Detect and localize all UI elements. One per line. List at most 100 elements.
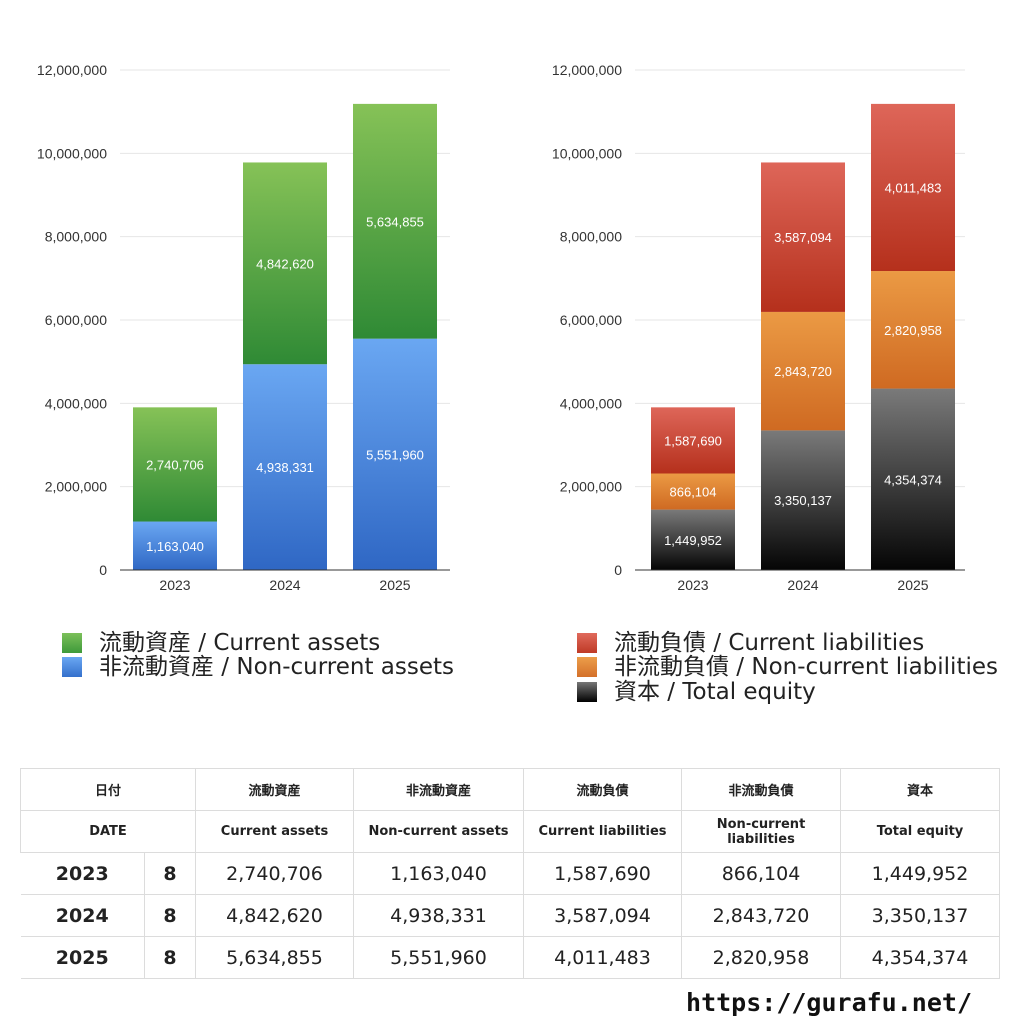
bar-segment — [353, 103, 437, 339]
bar-data-label: 4,938,331 — [256, 460, 314, 475]
header-total-equity-en: Total equity — [840, 810, 1001, 853]
assets-chart-svg: 0 2,000,000 4,000,000 6,000,000 8,000,000 10,… — [37, 62, 450, 593]
legend-item-non-current-liabilities: 非流動負債 / Non-current liabilities — [577, 655, 998, 679]
bar-segment — [871, 103, 955, 272]
bar-segment — [871, 271, 955, 389]
header-current-liabilities-en: Current liabilities — [523, 810, 683, 853]
table-cell: 866,104 — [681, 852, 842, 895]
legend-swatch-non-current-liabilities — [577, 657, 597, 677]
bar-data-label: 2,820,958 — [884, 323, 942, 338]
legend-label-total-equity: 資本 / Total equity — [614, 679, 816, 705]
y-tick-label: 12,000,000 — [552, 62, 622, 78]
legend-item-current-liabilities: 流動負債 / Current liabilities — [577, 631, 998, 655]
legend-swatch-total-equity — [577, 682, 597, 702]
table-cell-month: 8 — [143, 852, 197, 895]
assets-legend: 流動資産 / Current assets 非流動資産 / Non-curren… — [62, 631, 454, 679]
bar-segment — [353, 338, 437, 570]
table-cell: 4,842,620 — [195, 894, 355, 937]
assets-chart: 0 2,000,000 4,000,000 6,000,000 8,000,000 10,… — [0, 0, 512, 620]
bar-data-label: 3,350,137 — [774, 493, 832, 508]
table-cell: 4,354,374 — [840, 936, 1001, 979]
legend-item-non-current-assets: 非流動資産 / Non-current assets — [62, 655, 454, 679]
bar-data-label: 5,634,855 — [366, 214, 424, 229]
legend-label-non-current-assets: 非流動資産 / Non-current assets — [99, 654, 455, 680]
bar-data-label: 3,587,094 — [774, 230, 832, 245]
footer-url[interactable]: https://gurafu.net/ — [686, 988, 972, 1017]
legend-item-total-equity: 資本 / Total equity — [577, 680, 998, 704]
x-tick-label: 2023 — [677, 577, 708, 593]
bar-segment — [133, 521, 217, 570]
table-cell-year: 2025 — [20, 936, 145, 979]
x-tick-label: 2025 — [897, 577, 928, 593]
bar-segment — [761, 430, 845, 570]
y-tick-label: 6,000,000 — [560, 312, 622, 328]
table-header-jp: 日付 流動資産 非流動資産 流動負債 非流動負債 資本 — [19, 768, 1001, 811]
table-cell-year: 2024 — [20, 894, 145, 937]
table-cell: 5,551,960 — [353, 936, 525, 979]
bar-segment — [243, 162, 327, 365]
bar-data-label: 1,587,690 — [664, 433, 722, 448]
legend-swatch-non-current-assets — [62, 657, 82, 677]
table-cell: 1,449,952 — [840, 852, 1001, 895]
legend-swatch-current-assets — [62, 633, 82, 653]
table-cell: 5,634,855 — [195, 936, 355, 979]
table-row: 2025 8 5,634,855 5,551,960 4,011,483 2,8… — [20, 936, 1001, 979]
table-row: 2024 8 4,842,620 4,938,331 3,587,094 2,8… — [20, 894, 1001, 937]
bar-segment — [651, 509, 735, 570]
liabilities-equity-chart: 0 2,000,000 4,000,000 6,000,000 8,000,000 10,… — [512, 0, 1024, 620]
table-cell: 2,843,720 — [681, 894, 842, 937]
bar-segment — [243, 364, 327, 570]
y-tick-label: 10,000,000 — [552, 145, 622, 161]
table-cell: 3,350,137 — [840, 894, 1001, 937]
y-tick-label: 10,000,000 — [37, 145, 107, 161]
y-tick-label: 2,000,000 — [45, 479, 107, 495]
legend-label-non-current-liabilities: 非流動負債 / Non-current liabilities — [614, 654, 998, 680]
header-current-assets-en: Current assets — [195, 810, 355, 853]
header-non-current-assets-jp: 非流動資産 — [353, 768, 525, 811]
y-tick-label: 0 — [99, 562, 107, 578]
table-cell: 4,011,483 — [523, 936, 683, 979]
bar-data-label: 4,842,620 — [256, 256, 314, 271]
bar-data-label: 1,449,952 — [664, 533, 722, 548]
header-current-assets-jp: 流動資産 — [195, 768, 355, 811]
header-non-current-assets-en: Non-current assets — [353, 810, 525, 853]
y-tick-label: 2,000,000 — [560, 479, 622, 495]
table-cell: 4,938,331 — [353, 894, 525, 937]
bar-data-label: 5,551,960 — [366, 447, 424, 462]
table-cell: 2,820,958 — [681, 936, 842, 979]
table-cell: 1,587,690 — [523, 852, 683, 895]
bar-data-label: 1,163,040 — [146, 539, 204, 554]
table-cell-month: 8 — [143, 936, 197, 979]
table-row: 2023 8 2,740,706 1,163,040 1,587,690 866… — [20, 852, 1001, 895]
legend-label-current-assets: 流動資産 / Current assets — [99, 630, 381, 656]
table-header-en: DATE Current assets Non-current assets C… — [19, 810, 1001, 853]
table-cell: 3,587,094 — [523, 894, 683, 937]
bar-segment — [651, 407, 735, 474]
x-tick-label: 2023 — [159, 577, 190, 593]
header-total-equity-jp: 資本 — [840, 768, 1001, 811]
y-tick-label: 8,000,000 — [45, 229, 107, 245]
bar-data-label: 866,104 — [670, 485, 717, 500]
table-cell: 2,740,706 — [195, 852, 355, 895]
y-tick-label: 8,000,000 — [560, 229, 622, 245]
table-cell-year: 2023 — [20, 852, 145, 895]
y-tick-label: 12,000,000 — [37, 62, 107, 78]
x-tick-label: 2024 — [787, 577, 818, 593]
bar-data-label: 2,843,720 — [774, 364, 832, 379]
table-cell: 1,163,040 — [353, 852, 525, 895]
y-tick-label: 4,000,000 — [45, 395, 107, 411]
bar-data-label: 4,354,374 — [884, 472, 942, 487]
y-tick-label: 0 — [614, 562, 622, 578]
liabilities-equity-legend: 流動負債 / Current liabilities 非流動負債 / Non-c… — [577, 631, 998, 704]
bar-segment — [651, 473, 735, 510]
bar-data-label: 2,740,706 — [146, 457, 204, 472]
financial-data-table: 日付 流動資産 非流動資産 流動負債 非流動負債 資本 DATE Current… — [19, 768, 1001, 979]
bar-segment — [761, 162, 845, 312]
bar-segment — [761, 311, 845, 431]
legend-swatch-current-liabilities — [577, 633, 597, 653]
x-tick-label: 2025 — [379, 577, 410, 593]
x-tick-label: 2024 — [269, 577, 300, 593]
legend-item-current-assets: 流動資産 / Current assets — [62, 631, 454, 655]
legend-label-current-liabilities: 流動負債 / Current liabilities — [614, 630, 925, 656]
bar-segment — [871, 388, 955, 570]
